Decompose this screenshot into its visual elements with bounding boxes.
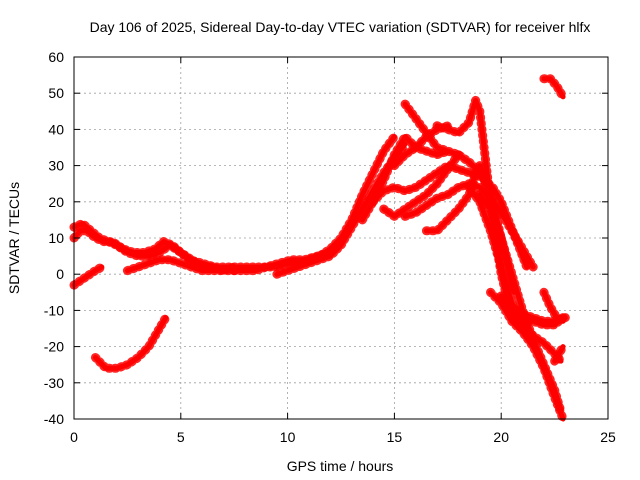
x-tick-label: 15 [387, 429, 403, 445]
series-arc-22-markers [539, 287, 568, 326]
x-tick-label: 5 [177, 429, 185, 445]
x-tick-label: 20 [493, 429, 509, 445]
y-tick-label: 0 [56, 266, 64, 282]
y-tick-label: 30 [48, 158, 64, 174]
series-arc-4-markers [90, 313, 171, 373]
series-arc-23-markers [550, 342, 568, 366]
series-arc-11-markers [379, 150, 463, 221]
x-tick-label: 0 [70, 429, 78, 445]
y-tick-label: -10 [44, 302, 64, 318]
grid-lines [74, 57, 608, 419]
y-tick-label: -20 [44, 339, 64, 355]
series-arc-3-markers [69, 262, 107, 290]
x-tick-label: 10 [280, 429, 296, 445]
series-arc-24-markers [539, 74, 568, 102]
series-arc-12-markers [400, 99, 485, 178]
chart-title: Day 106 of 2025, Sidereal Day-to-day VTE… [90, 19, 591, 35]
y-tick-label: 10 [48, 230, 64, 246]
series-arc-19-markers [486, 287, 568, 424]
axis-ticks: 0 5 10 15 20 25 -40 -30 -20 -10 0 10 20 30 40 50 60 [44, 49, 616, 445]
series-arc-9-markers [368, 161, 485, 207]
y-tick-label: -40 [44, 411, 64, 427]
y-axis-title: SDTVAR / TECUs [6, 182, 22, 294]
data-series [69, 74, 570, 424]
series-arc-5-markers [122, 255, 239, 276]
y-tick-label: -30 [44, 375, 64, 391]
y-tick-label: 50 [48, 85, 64, 101]
x-axis-title: GPS time / hours [287, 458, 394, 474]
y-tick-label: 40 [48, 121, 64, 137]
x-tick-label: 25 [600, 429, 616, 445]
plot-frame [73, 56, 609, 420]
y-tick-label: 60 [48, 49, 64, 65]
series-arc-21-markers [507, 313, 568, 330]
y-tick-label: 20 [48, 194, 64, 210]
series-arc-18-markers [479, 175, 532, 272]
